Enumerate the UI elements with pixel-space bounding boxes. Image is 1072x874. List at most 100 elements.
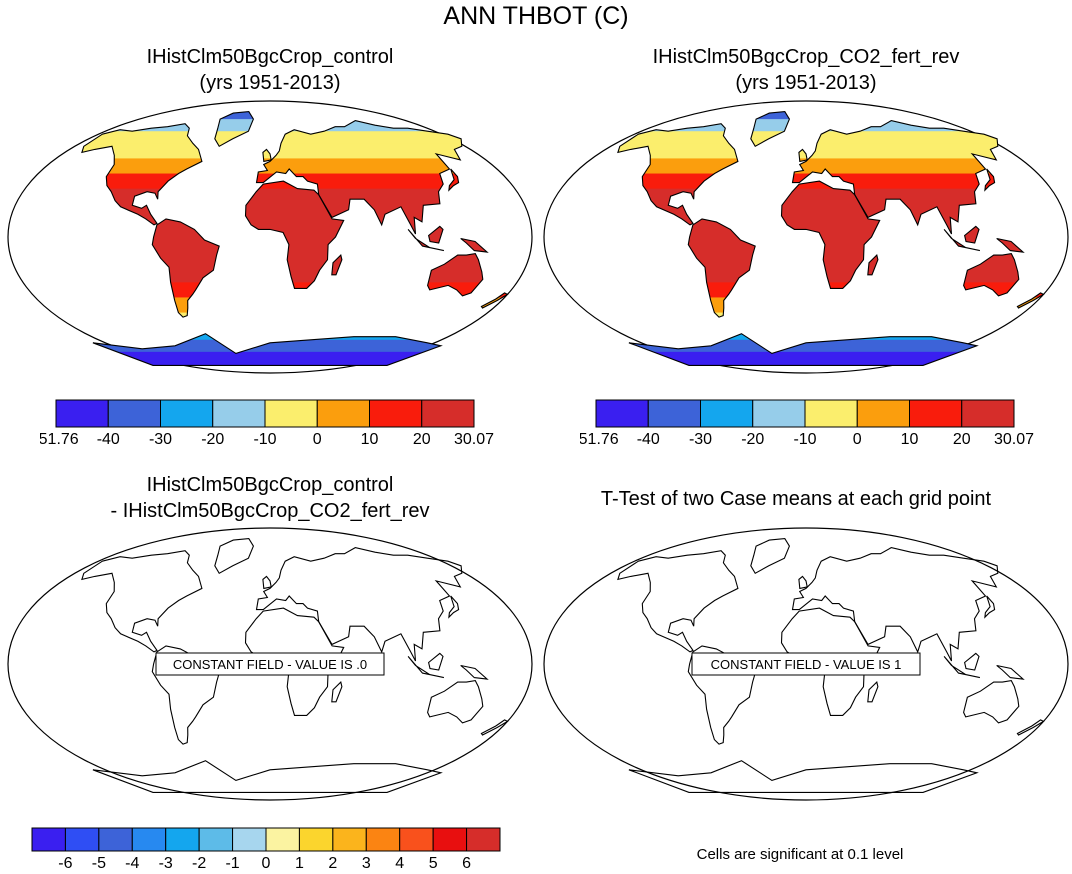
colorbar-cell — [365, 827, 401, 852]
colorbar-cell — [700, 399, 754, 428]
colorbar-cell — [55, 399, 109, 428]
colorbar-cell — [752, 399, 806, 428]
coastlines — [617, 111, 1045, 366]
coastline-antarctica — [92, 760, 443, 793]
panel-title-line: IHistClm50BgcCrop_CO2_fert_rev — [652, 46, 960, 68]
coastline-madagascar — [867, 681, 879, 703]
panel-title-line: IHistClm50BgcCrop_control — [146, 46, 394, 68]
colorbar-tick-label: -1 — [225, 855, 239, 872]
colorbar-cell — [232, 827, 267, 852]
colorbar-cell — [298, 827, 334, 852]
colorbar-tick-label: 20 — [413, 431, 431, 448]
colorbar-cell — [332, 827, 367, 852]
constant-field-label: CONSTANT FIELD - VALUE IS .0 — [173, 657, 367, 672]
colorbar-cell — [466, 827, 501, 852]
panel-title-line: IHistClm50BgcCrop_control — [146, 474, 394, 496]
colorbar-cell — [160, 399, 214, 428]
coastline-north-america — [617, 123, 739, 226]
coastline-uk — [262, 575, 272, 590]
colorbar-tick-label: 5 — [429, 855, 438, 872]
significance-footnote: Cells are significant at 0.1 level — [696, 846, 904, 863]
coastline-japan — [448, 168, 460, 192]
panel-title-ttest: T-Test of two Case means at each grid po… — [520, 486, 1072, 512]
colorbar-tick-label: 10 — [361, 431, 379, 448]
coastline-antarctica — [92, 333, 443, 366]
colorbar-cell — [131, 827, 167, 852]
colorbar-tick-label: 10 — [901, 431, 919, 448]
colorbar-control: -51.76 -40 -30 -20 -10 0 10 20 30.07 — [40, 399, 494, 448]
coastline-uk — [262, 148, 272, 163]
coastline-japan — [984, 168, 996, 192]
colorbar-cell — [909, 399, 963, 428]
colorbar-tick-label: -3 — [159, 855, 173, 872]
panel-title-diff: IHistClm50BgcCrop_control - IHistClm50Bg… — [20, 472, 520, 524]
colorbar-tick-label: -20 — [201, 431, 224, 448]
colorbar-tick-label: 0 — [313, 431, 322, 448]
map-panel-ttest: CONSTANT FIELD - VALUE IS 1 — [543, 527, 1069, 801]
coastline-japan — [984, 595, 996, 619]
coastline-africa — [244, 180, 345, 289]
coastline-borneo — [427, 225, 444, 244]
colorbar-cell — [961, 399, 1015, 428]
colorbar-tick-label: 6 — [462, 855, 471, 872]
coastline-australia — [427, 252, 484, 297]
coastline-uk — [798, 148, 808, 163]
coastline-new-zealand — [480, 719, 509, 736]
colorbar-co2: -51.76 -40 -30 -20 -10 0 10 20 30.07 — [580, 399, 1034, 448]
colorbar-cell — [198, 827, 234, 852]
coastline-uk — [798, 575, 808, 590]
colorbar-tick-label: -20 — [741, 431, 764, 448]
panel-title-line: T-Test of two Case means at each grid po… — [600, 488, 992, 510]
colorbar-cell — [264, 399, 318, 428]
temperature-band — [81, 339, 508, 353]
colorbar-cell — [399, 827, 434, 852]
colorbar-cell — [31, 827, 66, 852]
coastline-new-zealand — [480, 292, 509, 309]
colorbar-tick-label: 2 — [328, 855, 337, 872]
temperature-band — [617, 339, 1044, 353]
coastline-borneo — [963, 652, 980, 671]
colorbar-tick-label: -51.76 — [580, 431, 619, 448]
colorbar-cell — [316, 399, 370, 428]
colorbar-cell — [421, 399, 475, 428]
colorbar-tick-label: -40 — [97, 431, 120, 448]
colorbar-cell — [265, 827, 300, 852]
main-title: ANN THBOT (C) — [443, 2, 629, 30]
coastline-eurasia — [791, 120, 999, 235]
colorbar-tick-label: -10 — [793, 431, 816, 448]
colorbar-tick-label: -2 — [192, 855, 206, 872]
colorbar-tick-label: 30.07 — [454, 431, 494, 448]
coastline-south-america — [687, 218, 756, 318]
colorbar-tick-label: -51.76 — [40, 431, 79, 448]
panel-title-co2: IHistClm50BgcCrop_CO2_fert_rev (yrs 1951… — [556, 44, 1056, 96]
coastline-new-guinea — [996, 237, 1025, 253]
colorbar-cell — [212, 399, 266, 428]
colorbar-tick-label: 20 — [953, 431, 971, 448]
coastline-new-zealand — [1016, 292, 1045, 309]
map-panel-co2 — [543, 100, 1069, 374]
coastline-north-america — [617, 550, 739, 653]
colorbar-tick-label: 1 — [295, 855, 304, 872]
colorbar-cell — [856, 399, 910, 428]
coastline-antarctica — [628, 760, 979, 793]
colorbar-cell — [595, 399, 649, 428]
constant-field-box — [155, 652, 385, 676]
coastlines — [81, 111, 509, 366]
colorbar-tick-label: 30.07 — [994, 431, 1034, 448]
colorbar-cell — [107, 399, 161, 428]
coastline-greenland — [214, 111, 255, 148]
coastline-new-guinea — [996, 664, 1025, 680]
coastline-madagascar — [331, 254, 343, 276]
colorbar-tick-label: -6 — [58, 855, 72, 872]
colorbar-tick-label: -30 — [149, 431, 172, 448]
colorbar-cell — [432, 827, 468, 852]
coastline-greenland — [750, 111, 791, 148]
panel-title-line: - IHistClm50BgcCrop_CO2_fert_rev — [110, 500, 430, 522]
coastline-greenland — [214, 538, 255, 575]
colorbar-tick-label: 3 — [362, 855, 371, 872]
coastline-north-america — [81, 550, 203, 653]
panel-title-control: IHistClm50BgcCrop_control (yrs 1951-2013… — [20, 44, 520, 96]
colorbar-tick-label: -10 — [253, 431, 276, 448]
coastline-australia — [963, 679, 1020, 724]
coastline-new-guinea — [460, 664, 489, 680]
